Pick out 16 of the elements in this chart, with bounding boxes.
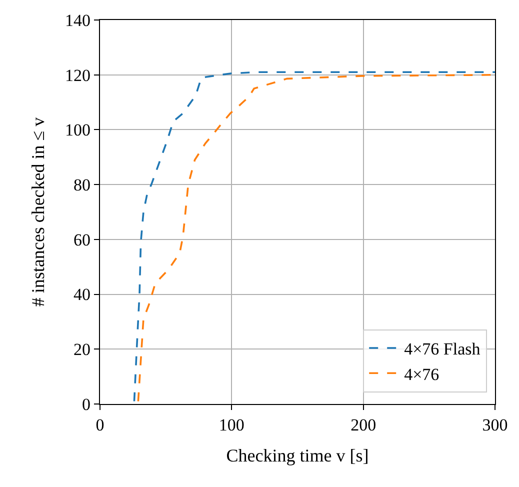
- y-tick-label: 0: [82, 394, 90, 414]
- legend-label: 4×76 Flash: [404, 340, 481, 359]
- y-tick-label: 20: [74, 340, 90, 360]
- y-tick-label: 120: [65, 66, 90, 85]
- y-tick-label: 100: [65, 120, 90, 140]
- y-tick-label: 60: [74, 230, 90, 250]
- x-tick-label: 100: [218, 416, 244, 434]
- x-axis-title: Checking time v [s]: [226, 446, 369, 466]
- y-tick-label: 80: [74, 176, 90, 195]
- legend-label: 4×76: [404, 364, 440, 384]
- x-tick-label: 0: [96, 416, 104, 434]
- x-tick-label: 200: [350, 416, 376, 434]
- y-tick-label: 40: [74, 285, 90, 304]
- y-tick-label: 140: [65, 10, 90, 30]
- y-axis-title: # instances checked in ≤ v: [28, 117, 48, 307]
- x-tick-label: 300: [482, 416, 508, 434]
